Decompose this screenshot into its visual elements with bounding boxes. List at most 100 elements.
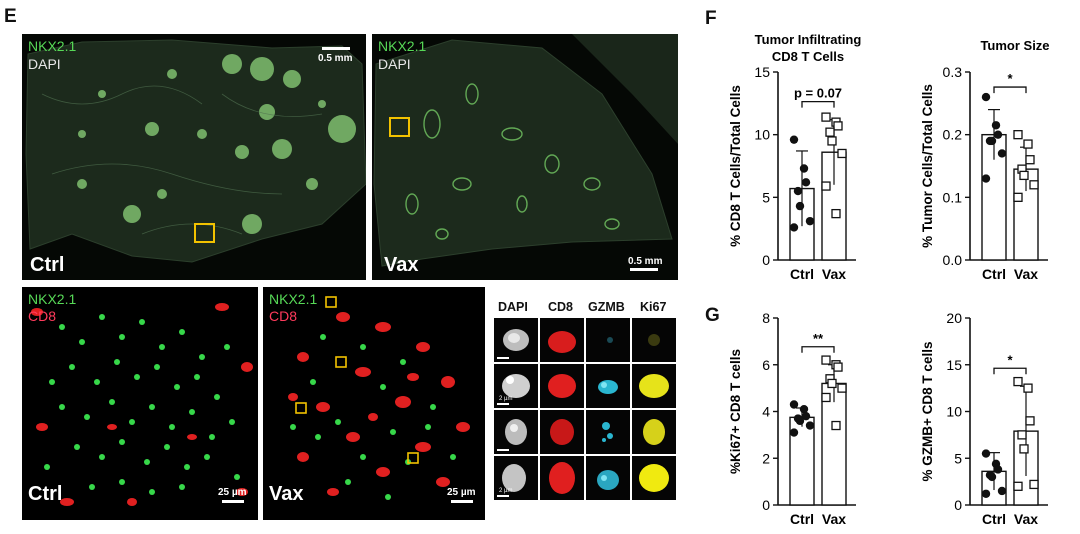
inset-tile-cd8 bbox=[540, 410, 584, 454]
data-point-ctrl bbox=[991, 121, 1001, 130]
data-point-ctrl bbox=[801, 411, 811, 421]
inset-scale-label: 2 µm bbox=[499, 396, 513, 402]
y-axis-label: % CD8 T Cells/Total Cells bbox=[728, 85, 743, 247]
data-point-ctrl bbox=[981, 174, 991, 183]
inset-tile-gzmb bbox=[586, 410, 630, 454]
y-tick-label: 5 bbox=[762, 189, 770, 205]
y-tick-label: 15 bbox=[946, 357, 962, 373]
data-point-ctrl bbox=[795, 416, 805, 426]
data-point-vax bbox=[1025, 155, 1035, 165]
cell-marker-box bbox=[295, 402, 307, 414]
data-point-ctrl bbox=[993, 130, 1003, 139]
label-nkx21: NKX2.1 bbox=[28, 291, 77, 307]
y-tick-label: 5 bbox=[954, 450, 962, 466]
data-point-ctrl bbox=[987, 136, 997, 146]
y-tick-label: 0 bbox=[762, 252, 770, 268]
data-point-vax bbox=[1019, 170, 1029, 181]
label-nkx21: NKX2.1 bbox=[269, 291, 318, 307]
data-point-ctrl bbox=[795, 201, 805, 211]
data-point-ctrl bbox=[997, 149, 1007, 158]
scale-bar bbox=[222, 500, 244, 503]
x-tick-label: Vax bbox=[1014, 511, 1038, 527]
x-tick-label: Vax bbox=[822, 266, 846, 282]
chart-title-line: CD8 T Cells bbox=[772, 49, 844, 64]
x-tick-label: Ctrl bbox=[790, 266, 814, 282]
inset-tile-cd8 bbox=[540, 456, 584, 500]
chart-title: Tumor Size bbox=[980, 38, 1049, 53]
label-dapi: DAPI bbox=[378, 56, 411, 72]
inset-header-ki67: Ki67 bbox=[640, 300, 667, 314]
data-point-vax bbox=[837, 383, 847, 393]
data-point-vax bbox=[1029, 479, 1039, 490]
data-point-ctrl bbox=[789, 400, 799, 409]
significance-bracket bbox=[993, 367, 1027, 375]
data-point-ctrl bbox=[801, 178, 811, 187]
y-tick-label: 15 bbox=[754, 64, 770, 80]
y-tick-label: 0.1 bbox=[943, 189, 963, 205]
inset-tile-ki67 bbox=[632, 410, 676, 454]
y-axis-label: %Ki67+ CD8 T cells bbox=[728, 349, 743, 474]
x-tick-label: Vax bbox=[1014, 266, 1038, 282]
data-point-ctrl bbox=[997, 486, 1007, 496]
cell-marker-box bbox=[325, 296, 337, 308]
label-nkx21: NKX2.1 bbox=[28, 38, 77, 54]
data-point-ctrl bbox=[981, 449, 991, 458]
cell-marker-box bbox=[335, 356, 347, 368]
data-point-vax bbox=[1013, 376, 1023, 387]
data-point-vax bbox=[831, 420, 841, 431]
significance-annotation: ** bbox=[813, 331, 824, 346]
data-point-ctrl bbox=[789, 223, 799, 232]
label-nkx21: NKX2.1 bbox=[378, 38, 427, 54]
data-point-vax bbox=[837, 148, 847, 159]
data-point-vax bbox=[1013, 130, 1023, 140]
data-point-vax bbox=[1019, 444, 1029, 454]
zoom-box-vax bbox=[389, 117, 410, 137]
data-point-ctrl bbox=[805, 216, 815, 226]
inset-tile-gzmb bbox=[586, 364, 630, 408]
y-tick-label: 4 bbox=[762, 404, 770, 420]
inset-tile-cd8 bbox=[540, 364, 584, 408]
label-dapi: DAPI bbox=[28, 56, 61, 72]
x-tick-label: Ctrl bbox=[982, 266, 1006, 282]
x-tick-label: Ctrl bbox=[790, 511, 814, 527]
significance-bracket bbox=[801, 100, 835, 108]
label-cd8: CD8 bbox=[269, 308, 298, 324]
data-point-ctrl bbox=[987, 472, 997, 482]
data-point-vax bbox=[825, 127, 835, 137]
y-tick-label: 8 bbox=[762, 310, 770, 326]
lung-section-vax-image: NKX2.1 DAPI 0.5 mm Vax bbox=[372, 34, 678, 280]
panel-label-e: E bbox=[4, 6, 17, 27]
scale-label: 25 µm bbox=[218, 487, 247, 498]
data-point-vax bbox=[1017, 430, 1027, 440]
y-tick-label: 20 bbox=[946, 310, 962, 326]
inset-tile-dapi bbox=[494, 410, 538, 454]
data-point-vax bbox=[831, 208, 841, 219]
data-point-vax bbox=[1013, 192, 1023, 202]
scale-bar bbox=[451, 500, 473, 503]
x-tick-label: Vax bbox=[822, 511, 846, 527]
condition-label-vax: Vax bbox=[269, 483, 304, 505]
data-point-ctrl bbox=[793, 186, 803, 196]
data-point-vax bbox=[833, 121, 843, 131]
y-tick-label: 2 bbox=[762, 450, 770, 466]
y-axis-label: % GZMB+ CD8 T cells bbox=[920, 342, 935, 482]
data-point-ctrl bbox=[981, 92, 991, 102]
bar-vax bbox=[821, 382, 847, 506]
lung-ctrl-tissue bbox=[25, 39, 366, 263]
inset-tile-gzmb bbox=[586, 456, 630, 500]
inset-header-gzmb: GZMB bbox=[588, 300, 625, 314]
y-tick-label: 10 bbox=[946, 404, 962, 420]
inset-tile-ki67 bbox=[632, 364, 676, 408]
inset-tile-ki67 bbox=[632, 318, 676, 362]
data-point-vax bbox=[821, 392, 831, 403]
data-point-vax bbox=[1023, 383, 1033, 393]
condition-label-ctrl: Ctrl bbox=[30, 254, 65, 276]
condition-label-ctrl: Ctrl bbox=[28, 483, 63, 505]
data-point-vax bbox=[1029, 180, 1039, 190]
y-tick-label: 0 bbox=[762, 497, 770, 513]
scale-label: 0.5 mm bbox=[318, 53, 353, 64]
scale-bar bbox=[322, 47, 350, 50]
data-point-vax bbox=[827, 136, 837, 146]
chart-title: Tumor Infiltrating CD8 T Cells bbox=[755, 32, 862, 64]
significance-annotation: * bbox=[1007, 352, 1013, 367]
